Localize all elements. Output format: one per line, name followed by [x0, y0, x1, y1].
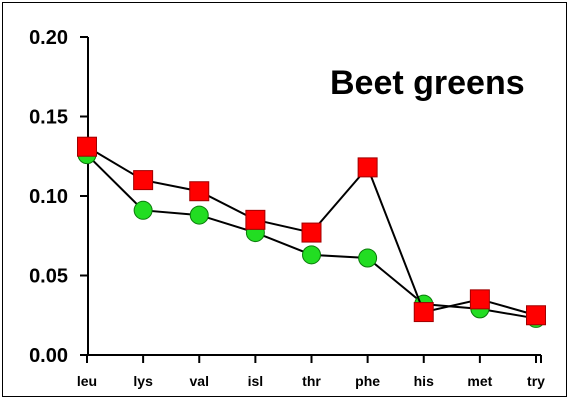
chart-title: Beet greens: [330, 64, 525, 102]
x-tick-label: phe: [355, 373, 380, 389]
x-tick-label: met: [467, 373, 492, 389]
x-tick-label: isl: [248, 373, 264, 389]
x-tick-label: try: [527, 373, 545, 389]
series-2-point: [301, 222, 322, 243]
x-tick-label: val: [190, 373, 209, 389]
y-tick-label: 0.20: [29, 27, 68, 49]
y-tick-label: 0.00: [29, 345, 68, 367]
series-2-point: [526, 305, 546, 326]
series-1-point: [302, 245, 321, 265]
x-tick-label: his: [414, 373, 434, 389]
y-tick-label: 0.05: [29, 266, 68, 288]
series-layer: [77, 136, 546, 328]
series-2: [77, 136, 546, 326]
chart-frame: [2, 2, 567, 397]
y-tick-labels: 0.00 0.05 0.10 0.15 0.20: [29, 27, 68, 367]
series-2-point: [189, 181, 210, 202]
x-tick-labels: leu lys val isl thr phe his met try: [77, 373, 545, 389]
series-1-point: [358, 248, 378, 268]
x-tick-label: thr: [302, 373, 321, 389]
y-tick-label: 0.10: [29, 186, 68, 208]
series-1-point: [189, 205, 209, 225]
y-tick-label: 0.15: [29, 107, 68, 129]
x-tick-label: lys: [133, 373, 153, 389]
x-tick-label: leu: [77, 373, 97, 389]
axes: [80, 36, 542, 363]
series-2-point: [77, 136, 97, 157]
series-2-point: [413, 302, 434, 323]
series-1-point: [133, 200, 153, 220]
series-2-point: [133, 170, 154, 191]
series-2-point: [469, 289, 490, 310]
series-2-point: [357, 157, 378, 178]
series-2-point: [245, 209, 266, 230]
